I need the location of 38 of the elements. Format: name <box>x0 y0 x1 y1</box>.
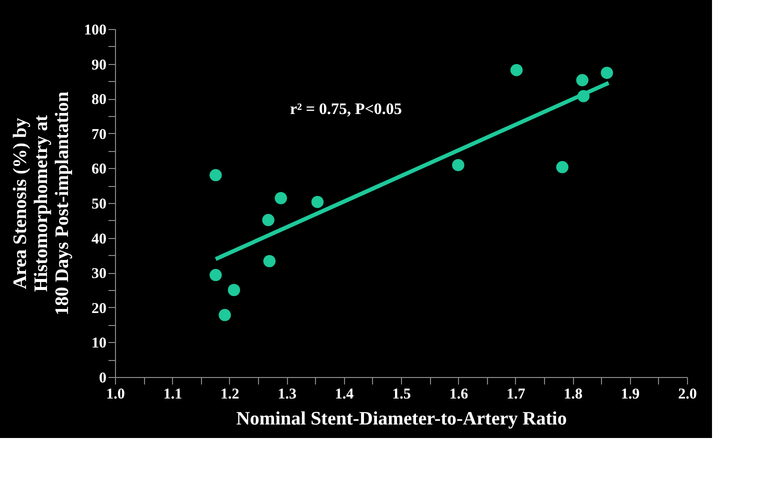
point <box>600 66 614 79</box>
y-tick-label: 10 <box>92 336 106 352</box>
x-tick-label: 2.0 <box>678 386 697 402</box>
point <box>510 64 523 76</box>
point <box>452 158 464 172</box>
y-tick-label: 40 <box>92 231 106 248</box>
point <box>228 284 240 296</box>
point <box>556 161 568 174</box>
x-tick-label: 1.5 <box>392 386 411 402</box>
x-tick-label: 1.9 <box>620 386 640 402</box>
point <box>262 214 274 226</box>
point <box>576 74 588 86</box>
y-tick-label: 80 <box>92 92 106 108</box>
point <box>263 255 276 268</box>
x-tick-label: 1.6 <box>449 386 469 402</box>
y-tick-label: 100 <box>84 22 106 38</box>
x-tick-label: 1.4 <box>334 386 354 402</box>
x-tick-label: 1.8 <box>564 386 582 402</box>
y-tick-label: 50 <box>92 196 106 212</box>
x-axis-title: Nominal Stent-Diameter-to-Artery Ratio <box>236 408 567 430</box>
x-tick-label: 1.0 <box>106 386 125 402</box>
x-tick-label: 1.3 <box>278 386 296 402</box>
y-tick-label: 90 <box>92 57 106 74</box>
point <box>218 308 231 322</box>
point <box>274 192 288 204</box>
point <box>210 169 222 182</box>
annotation: r² = 0.75, P<0.05 <box>290 101 402 118</box>
point <box>311 196 324 208</box>
y-tick-label: 20 <box>92 300 106 317</box>
y-tick-label: 60 <box>92 162 106 178</box>
x-tick-label: 1.1 <box>163 386 182 402</box>
y-tick-label: 30 <box>92 266 106 282</box>
point <box>210 268 222 282</box>
y-tick-label: 70 <box>92 126 106 143</box>
y-axis-title: Area Stenosis (%) by Histomorphometry at 180 Days Post-implantation <box>10 91 73 316</box>
x-tick-label: 1.2 <box>220 386 240 402</box>
x-tick-label: 1.7 <box>506 386 526 402</box>
y-tick-label: 0 <box>99 370 106 386</box>
